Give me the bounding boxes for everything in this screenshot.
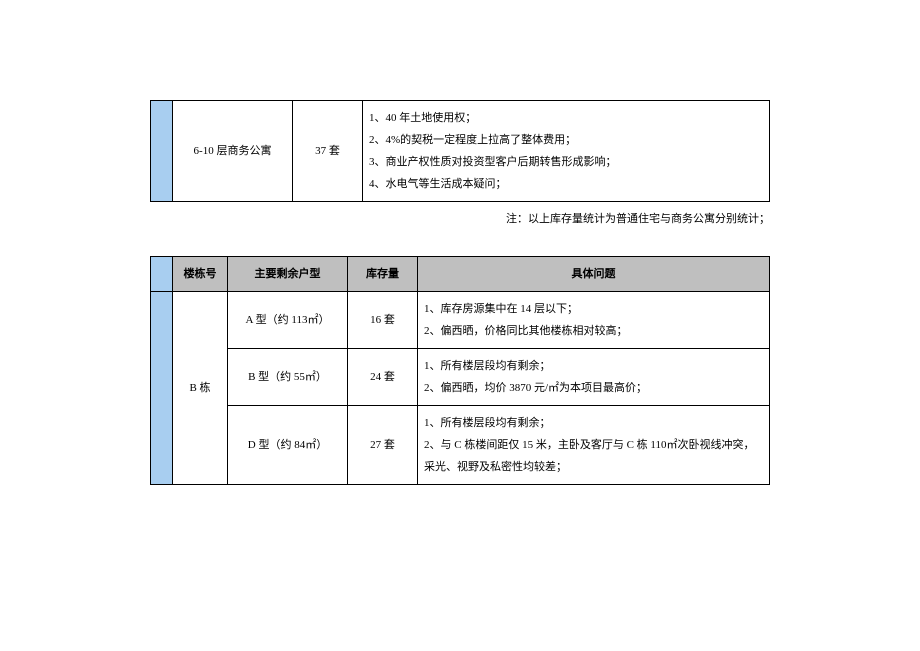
table-apartment-summary: 6-10 层商务公寓 37 套 1、40 年土地使用权； 2、4%的契税一定程度…	[150, 100, 770, 202]
detail-line: 4、水电气等生活成本疑问；	[369, 173, 763, 195]
table-row: D 型（约 84㎡） 27 套 1、所有楼层段均有剩余； 2、与 C 栋楼间距仅…	[151, 406, 770, 485]
table-row: B 栋 A 型（约 113㎡） 16 套 1、库存房源集中在 14 层以下； 2…	[151, 292, 770, 349]
type-cell: A 型（约 113㎡）	[228, 292, 348, 349]
table-note: 注：以上库存量统计为普通住宅与商务公寓分别统计；	[150, 210, 770, 226]
detail-line: 2、偏西晒，价格同比其他楼栋相对较高；	[424, 320, 763, 342]
header-blank	[151, 257, 173, 292]
detail-line: 1、40 年土地使用权；	[369, 107, 763, 129]
type-cell: 6-10 层商务公寓	[173, 101, 293, 202]
detail-cell: 1、库存房源集中在 14 层以下； 2、偏西晒，价格同比其他楼栋相对较高；	[418, 292, 770, 349]
header-detail: 具体问题	[418, 257, 770, 292]
detail-line: 1、所有楼层段均有剩余；	[424, 355, 763, 377]
type-cell: B 型（约 55㎡）	[228, 349, 348, 406]
detail-cell: 1、所有楼层段均有剩余； 2、偏西晒，均价 3870 元/㎡为本项目最高价；	[418, 349, 770, 406]
type-cell: D 型（约 84㎡）	[228, 406, 348, 485]
header-building: 楼栋号	[173, 257, 228, 292]
detail-line: 1、库存房源集中在 14 层以下；	[424, 298, 763, 320]
detail-line: 2、偏西晒，均价 3870 元/㎡为本项目最高价；	[424, 377, 763, 399]
table-row: B 型（约 55㎡） 24 套 1、所有楼层段均有剩余； 2、偏西晒，均价 38…	[151, 349, 770, 406]
building-cell-blue	[151, 292, 173, 485]
detail-line: 2、4%的契税一定程度上拉高了整体费用；	[369, 129, 763, 151]
detail-line: 3、商业产权性质对投资型客户后期转售形成影响；	[369, 151, 763, 173]
table-header-row: 楼栋号 主要剩余户型 库存量 具体问题	[151, 257, 770, 292]
detail-cell: 1、所有楼层段均有剩余； 2、与 C 栋楼间距仅 15 米，主卧及客厅与 C 栋…	[418, 406, 770, 485]
building-cell-blank	[151, 101, 173, 202]
table-row: 6-10 层商务公寓 37 套 1、40 年土地使用权； 2、4%的契税一定程度…	[151, 101, 770, 202]
detail-line: 1、所有楼层段均有剩余；	[424, 412, 763, 434]
detail-cell: 1、40 年土地使用权； 2、4%的契税一定程度上拉高了整体费用； 3、商业产权…	[363, 101, 770, 202]
detail-line: 2、与 C 栋楼间距仅 15 米，主卧及客厅与 C 栋 110㎡次卧视线冲突，采…	[424, 434, 763, 478]
stock-cell: 37 套	[293, 101, 363, 202]
header-type: 主要剩余户型	[228, 257, 348, 292]
building-cell: B 栋	[173, 292, 228, 485]
header-stock: 库存量	[348, 257, 418, 292]
table-building-details: 楼栋号 主要剩余户型 库存量 具体问题 B 栋 A 型（约 113㎡） 16 套…	[150, 256, 770, 485]
stock-cell: 27 套	[348, 406, 418, 485]
stock-cell: 24 套	[348, 349, 418, 406]
stock-cell: 16 套	[348, 292, 418, 349]
